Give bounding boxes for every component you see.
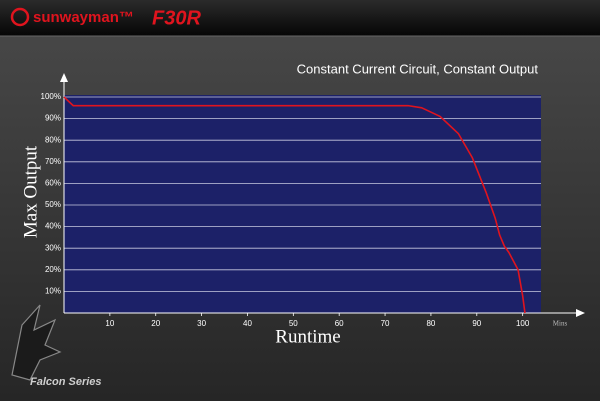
y-axis-arrow <box>60 73 68 82</box>
plot-area <box>64 95 541 313</box>
x-tick-label: 10 <box>105 319 114 328</box>
y-tick-label: 40% <box>45 222 61 231</box>
x-axis-arrow <box>576 309 585 317</box>
x-tick-label: 100 <box>516 319 530 328</box>
y-tick-label: 70% <box>45 157 61 166</box>
y-tick-label: 90% <box>45 114 61 123</box>
y-axis-label: Max Output <box>20 145 41 238</box>
x-tick-label: 60 <box>335 319 344 328</box>
y-tick-label: 100% <box>41 92 61 101</box>
y-tick-label: 80% <box>45 135 61 144</box>
series-name: Falcon Series <box>30 376 102 388</box>
logo-text: sunwayman™ <box>33 9 134 26</box>
x-tick-label: 90 <box>472 319 481 328</box>
chart-title: Constant Current Circuit, Constant Outpu… <box>297 61 539 76</box>
y-tick-label: 50% <box>45 200 61 209</box>
logo-icon <box>10 7 30 27</box>
y-tick-label: 20% <box>45 265 61 274</box>
x-unit-label: Mins <box>553 320 568 328</box>
x-tick-label: 40 <box>243 319 252 328</box>
falcon-logo <box>11 304 62 381</box>
model-name: F30R <box>152 7 201 29</box>
x-tick-label: 80 <box>426 319 435 328</box>
y-tick-label: 10% <box>45 287 61 296</box>
y-tick-label: 60% <box>45 179 61 188</box>
data-line <box>63 96 526 314</box>
x-tick-label: 20 <box>151 319 160 328</box>
x-tick-label: 70 <box>381 319 390 328</box>
top-bar <box>0 0 600 36</box>
x-tick-label: 50 <box>289 319 298 328</box>
y-tick-label: 30% <box>45 243 61 252</box>
x-axis-label: Runtime <box>275 326 340 347</box>
x-tick-label: 30 <box>197 319 206 328</box>
